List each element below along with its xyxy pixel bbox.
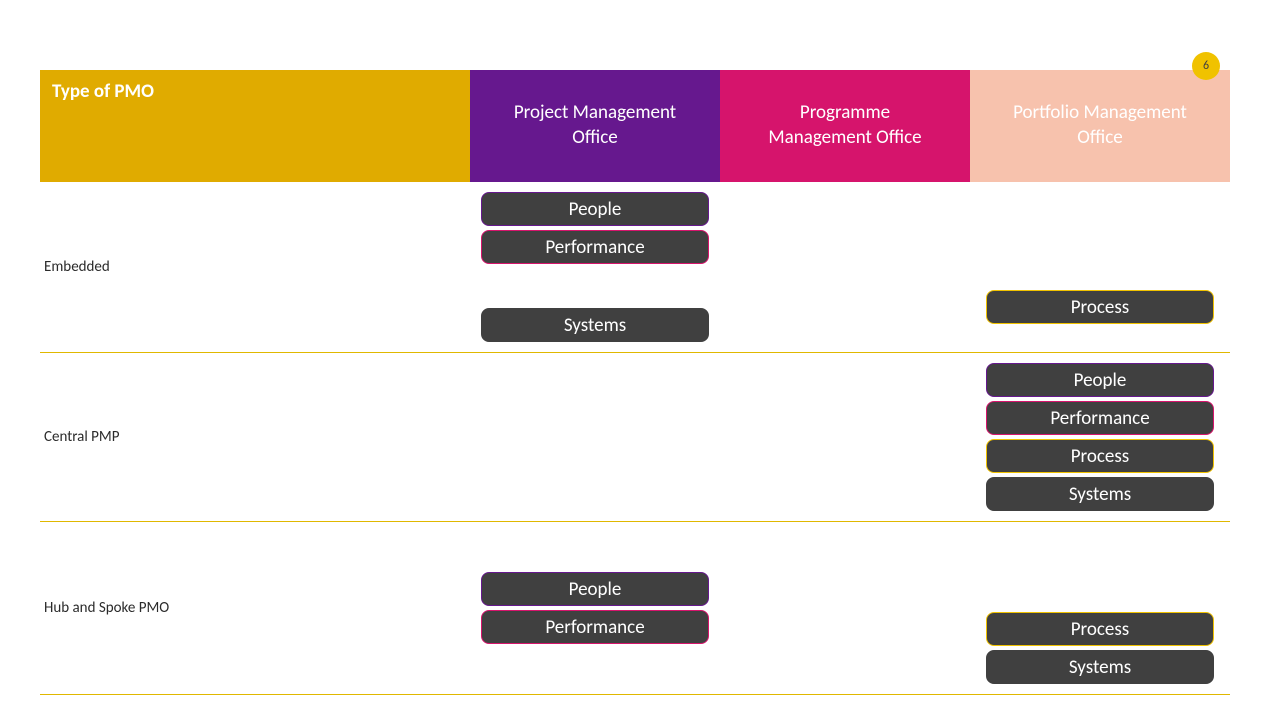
chip-people: People xyxy=(481,192,709,226)
header-label-3a: Portfolio Management xyxy=(1013,101,1187,126)
chip-spacer xyxy=(986,572,1214,608)
row-cell xyxy=(720,182,970,352)
row-label: Central PMP xyxy=(40,353,470,521)
row-label-text: Central PMP xyxy=(44,428,120,446)
chip-systems: Systems xyxy=(986,477,1214,511)
chip-spacer xyxy=(986,532,1214,568)
row-cell: People Performance Systems xyxy=(470,182,720,352)
header-label-2a: Programme xyxy=(800,101,890,126)
row-cell: Process Systems xyxy=(970,522,1230,694)
row-label: Embedded xyxy=(40,182,470,352)
slide-content: Type of PMO Project Management Office Pr… xyxy=(40,70,1230,695)
chip-people: People xyxy=(986,363,1214,397)
row-label-text: Embedded xyxy=(44,258,110,276)
chip-people: People xyxy=(481,572,709,606)
header-type-of-pmo: Type of PMO xyxy=(40,70,470,182)
page-number-badge: 6 xyxy=(1192,52,1220,80)
header-programme-mgmt: Programme Management Office xyxy=(720,70,970,182)
chip-process: Process xyxy=(986,290,1214,324)
header-label-0: Type of PMO xyxy=(52,80,154,105)
header-label-3b: Office xyxy=(1077,126,1122,151)
row-cell: People Performance xyxy=(470,522,720,694)
row-cell xyxy=(720,522,970,694)
row-cell xyxy=(720,353,970,521)
table-body: EmbeddedPeoplePerformanceSystemsProcessC… xyxy=(40,182,1230,695)
header-label-1b: Office xyxy=(572,126,617,151)
header-project-mgmt: Project Management Office xyxy=(470,70,720,182)
chip-performance: Performance xyxy=(481,610,709,644)
table-row: Embedded People Performance Systems Process xyxy=(40,182,1230,353)
row-cell: People Performance Process Systems xyxy=(970,353,1230,521)
chip-process: Process xyxy=(986,439,1214,473)
row-cell: Process xyxy=(970,182,1230,352)
page-number-text: 6 xyxy=(1203,59,1209,73)
header-row: Type of PMO Project Management Office Pr… xyxy=(40,70,1230,182)
row-label-text: Hub and Spoke PMO xyxy=(44,599,169,617)
row-label: Hub and Spoke PMO xyxy=(40,522,470,694)
chip-spacer xyxy=(986,250,1214,286)
header-label-2b: Management Office xyxy=(768,126,921,151)
chip-performance: Performance xyxy=(481,230,709,264)
header-label-1a: Project Management xyxy=(514,101,676,126)
chip-systems: Systems xyxy=(986,650,1214,684)
chip-systems: Systems xyxy=(481,308,709,342)
chip-spacer xyxy=(986,210,1214,246)
chip-spacer xyxy=(481,268,709,304)
row-cell xyxy=(470,353,720,521)
header-portfolio-mgmt: Portfolio Management Office xyxy=(970,70,1230,182)
chip-process: Process xyxy=(986,612,1214,646)
table-row: Hub and Spoke PMO People Performance Proces… xyxy=(40,522,1230,695)
table-row: Central PMP People Performance Process Syste… xyxy=(40,353,1230,522)
chip-performance: Performance xyxy=(986,401,1214,435)
